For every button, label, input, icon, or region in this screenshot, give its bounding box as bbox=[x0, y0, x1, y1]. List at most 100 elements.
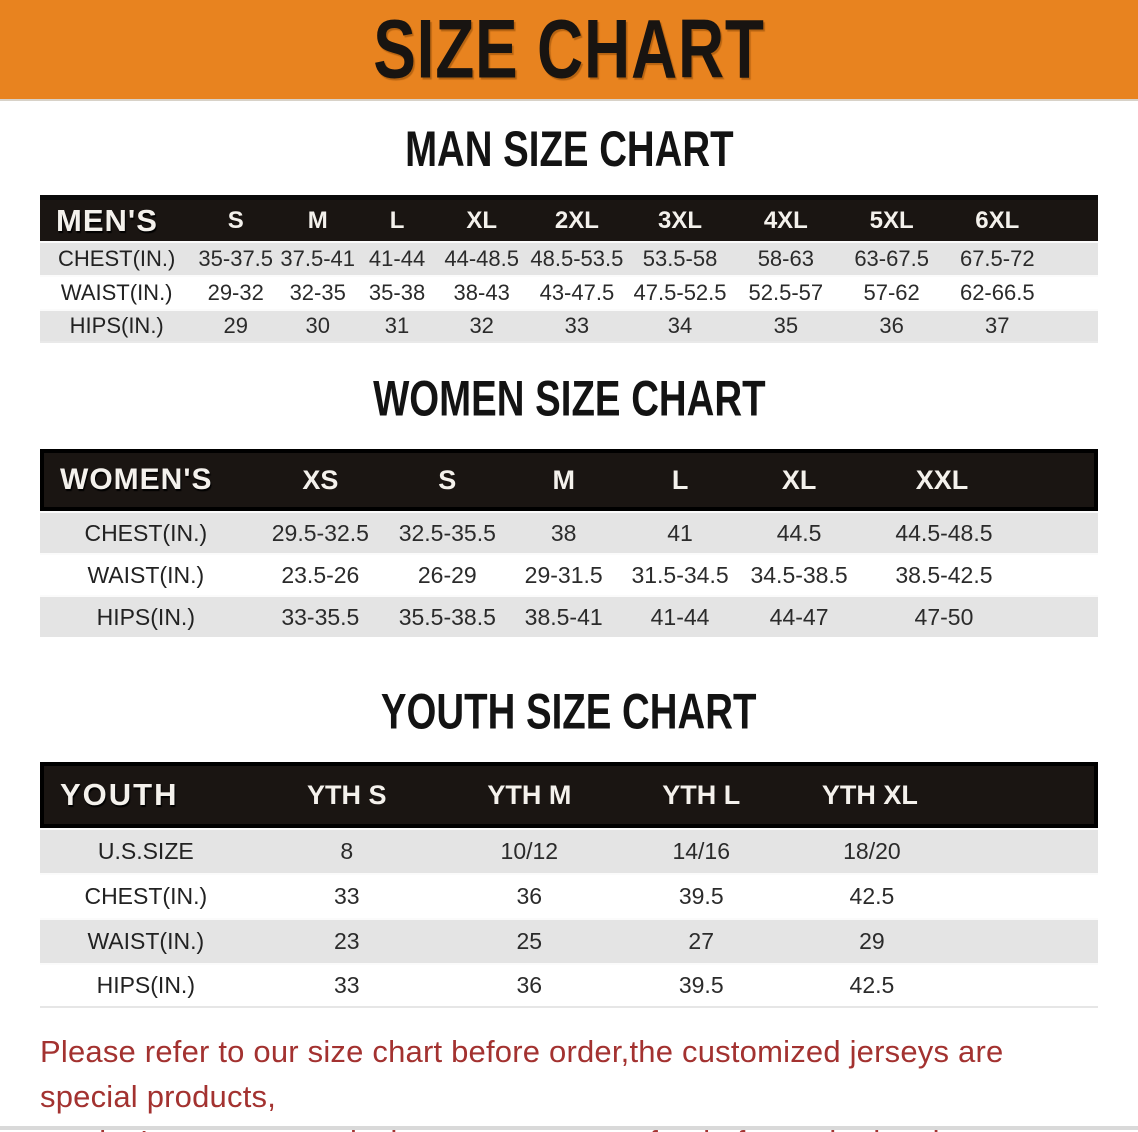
size-cell: 23.5-26 bbox=[251, 553, 390, 595]
youth-size-col: YTH M bbox=[442, 762, 617, 828]
size-cell: 37.5-41 bbox=[278, 241, 358, 275]
men-size-col: 6XL bbox=[944, 195, 1098, 241]
men-size-col: 5XL bbox=[838, 195, 945, 241]
size-cell: 47-50 bbox=[859, 595, 1098, 637]
size-cell: 36 bbox=[838, 309, 945, 343]
youth-header-row: YOUTH YTH S YTH M YTH L YTH XL bbox=[40, 762, 1098, 828]
size-cell: 42.5 bbox=[785, 963, 1098, 1008]
women-table-header: WOMEN'S XS S M L XL XXL bbox=[40, 449, 1098, 511]
men-section-title: MAN SIZE CHART bbox=[0, 121, 1138, 178]
size-cell: 34.5-38.5 bbox=[738, 553, 860, 595]
men-section-title-text: MAN SIZE CHART bbox=[404, 121, 734, 178]
youth-hips-row: HIPS(IN.) 33 36 39.5 42.5 bbox=[40, 963, 1098, 1008]
size-cell: 38.5-42.5 bbox=[859, 553, 1098, 595]
size-cell: 48.5-53.5 bbox=[526, 241, 628, 275]
size-cell: 39.5 bbox=[616, 873, 786, 918]
men-size-col: L bbox=[357, 195, 437, 241]
size-cell: 35-37.5 bbox=[193, 241, 279, 275]
size-cell: 29 bbox=[785, 918, 1098, 963]
size-cell: 36 bbox=[442, 873, 617, 918]
men-chest-row: CHEST(IN.) 35-37.5 37.5-41 41-44 44-48.5… bbox=[40, 241, 1098, 275]
size-cell: 35 bbox=[732, 309, 839, 343]
size-cell: 58-63 bbox=[732, 241, 839, 275]
women-section-title: WOMEN SIZE CHART bbox=[0, 371, 1138, 428]
disclaimer-line-1: Please refer to our size chart before or… bbox=[40, 1034, 1004, 1114]
size-cell: 44.5-48.5 bbox=[859, 511, 1098, 553]
page-title: SIZE CHART bbox=[373, 2, 765, 96]
size-cell: 33 bbox=[251, 873, 443, 918]
women-size-col: M bbox=[505, 449, 622, 511]
row-label: CHEST(IN.) bbox=[40, 873, 252, 918]
youth-size-table: YOUTH YTH S YTH M YTH L YTH XL U.S.SIZE … bbox=[40, 762, 1098, 1008]
row-label: CHEST(IN.) bbox=[40, 511, 252, 553]
size-cell: 44.5 bbox=[738, 511, 860, 553]
size-cell: 35.5-38.5 bbox=[389, 595, 506, 637]
youth-table-header: YOUTH YTH S YTH M YTH L YTH XL bbox=[40, 762, 1098, 828]
women-chest-row: CHEST(IN.) 29.5-32.5 32.5-35.5 38 41 44.… bbox=[40, 511, 1098, 553]
size-cell: 31.5-34.5 bbox=[621, 553, 739, 595]
size-cell: 44-48.5 bbox=[436, 241, 527, 275]
youth-size-col: YTH XL bbox=[785, 762, 1098, 828]
size-cell: 43-47.5 bbox=[526, 275, 628, 309]
women-header-label: WOMEN'S bbox=[40, 449, 252, 511]
size-cell: 41-44 bbox=[621, 595, 739, 637]
row-label: WAIST(IN.) bbox=[40, 918, 252, 963]
disclaimer-text: Please refer to our size chart before or… bbox=[40, 1030, 1110, 1132]
size-cell: 33-35.5 bbox=[251, 595, 390, 637]
image-bottom-edge bbox=[0, 1126, 1138, 1130]
size-cell: 62-66.5 bbox=[944, 275, 1098, 309]
size-cell: 57-62 bbox=[838, 275, 945, 309]
size-cell: 42.5 bbox=[785, 873, 1098, 918]
women-size-col: XL bbox=[738, 449, 860, 511]
women-size-col: S bbox=[389, 449, 506, 511]
women-section-title-text: WOMEN SIZE CHART bbox=[372, 371, 766, 428]
youth-size-col: YTH L bbox=[616, 762, 786, 828]
size-cell: 8 bbox=[251, 828, 443, 873]
size-cell: 29-32 bbox=[193, 275, 279, 309]
size-cell: 33 bbox=[526, 309, 628, 343]
women-size-col: XS bbox=[251, 449, 390, 511]
size-cell: 52.5-57 bbox=[732, 275, 839, 309]
size-cell: 14/16 bbox=[616, 828, 786, 873]
banner: SIZE CHART bbox=[0, 0, 1138, 101]
women-hips-row: HIPS(IN.) 33-35.5 35.5-38.5 38.5-41 41-4… bbox=[40, 595, 1098, 637]
youth-waist-row: WAIST(IN.) 23 25 27 29 bbox=[40, 918, 1098, 963]
size-cell: 26-29 bbox=[389, 553, 506, 595]
size-cell: 32 bbox=[436, 309, 527, 343]
size-cell: 36 bbox=[442, 963, 617, 1008]
women-size-table: WOMEN'S XS S M L XL XXL CHEST(IN.) 29.5-… bbox=[40, 449, 1098, 637]
women-waist-row: WAIST(IN.) 23.5-26 26-29 29-31.5 31.5-34… bbox=[40, 553, 1098, 595]
youth-chest-row: CHEST(IN.) 33 36 39.5 42.5 bbox=[40, 873, 1098, 918]
row-label: HIPS(IN.) bbox=[40, 309, 194, 343]
men-size-col: 3XL bbox=[627, 195, 733, 241]
size-cell: 23 bbox=[251, 918, 443, 963]
men-size-table: MEN'S S M L XL 2XL 3XL 4XL 5XL 6XL CHEST… bbox=[40, 195, 1098, 343]
size-cell: 39.5 bbox=[616, 963, 786, 1008]
size-cell: 25 bbox=[442, 918, 617, 963]
size-cell: 29-31.5 bbox=[505, 553, 622, 595]
size-cell: 41-44 bbox=[357, 241, 437, 275]
women-header-row: WOMEN'S XS S M L XL XXL bbox=[40, 449, 1098, 511]
size-cell: 38.5-41 bbox=[505, 595, 622, 637]
size-cell: 32-35 bbox=[278, 275, 358, 309]
men-waist-row: WAIST(IN.) 29-32 32-35 35-38 38-43 43-47… bbox=[40, 275, 1098, 309]
size-cell: 29.5-32.5 bbox=[251, 511, 390, 553]
size-cell: 31 bbox=[357, 309, 437, 343]
men-size-col: S bbox=[193, 195, 279, 241]
size-cell: 67.5-72 bbox=[944, 241, 1098, 275]
men-size-col: XL bbox=[436, 195, 527, 241]
size-cell: 30 bbox=[278, 309, 358, 343]
men-size-col: 4XL bbox=[732, 195, 839, 241]
size-cell: 38-43 bbox=[436, 275, 527, 309]
row-label: HIPS(IN.) bbox=[40, 963, 252, 1008]
size-cell: 41 bbox=[621, 511, 739, 553]
size-cell: 34 bbox=[627, 309, 733, 343]
size-cell: 27 bbox=[616, 918, 786, 963]
row-label: WAIST(IN.) bbox=[40, 553, 252, 595]
size-cell: 47.5-52.5 bbox=[627, 275, 733, 309]
size-cell: 53.5-58 bbox=[627, 241, 733, 275]
row-label: WAIST(IN.) bbox=[40, 275, 194, 309]
size-cell: 63-67.5 bbox=[838, 241, 945, 275]
youth-header-label: YOUTH bbox=[40, 762, 252, 828]
youth-size-col: YTH S bbox=[251, 762, 443, 828]
